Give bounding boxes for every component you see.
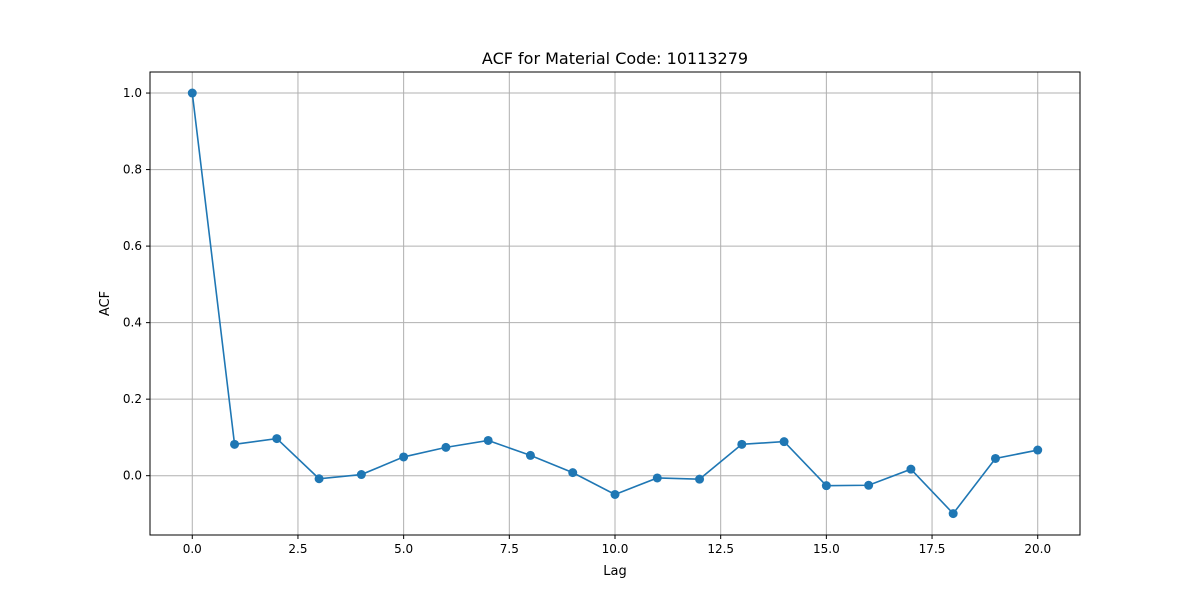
x-tick-label: 10.0 <box>602 542 629 556</box>
x-tick-label: 20.0 <box>1024 542 1051 556</box>
acf-data-point <box>399 452 409 462</box>
acf-data-point <box>610 489 620 499</box>
acf-data-point <box>314 474 324 484</box>
x-tick-label: 15.0 <box>813 542 840 556</box>
y-tick-label: 0.4 <box>123 316 142 330</box>
y-tick-label: 1.0 <box>123 86 142 100</box>
series-layer <box>187 88 1043 519</box>
y-tick-label: 0.6 <box>123 239 142 253</box>
acf-data-point <box>906 464 916 474</box>
x-tick-label: 12.5 <box>707 542 734 556</box>
acf-data-point <box>441 442 451 452</box>
acf-data-point <box>483 435 493 445</box>
acf-data-point <box>187 88 197 98</box>
y-tick-label: 0.2 <box>123 392 142 406</box>
y-axis-label: ACF <box>98 291 113 316</box>
acf-data-point <box>652 473 662 483</box>
chart-title: ACF for Material Code: 10113279 <box>482 49 748 68</box>
tick-layer: 0.0 2.5 5.0 7.5 10.0 12.5 15.0 17.5 20.0 0.0 0.2 0.… <box>123 86 1051 556</box>
acf-data-point <box>230 439 240 449</box>
acf-data-point <box>779 437 789 447</box>
acf-data-point <box>356 470 366 480</box>
y-tick-label: 0.8 <box>123 163 142 177</box>
x-tick-label: 7.5 <box>500 542 519 556</box>
x-axis-label: Lag <box>603 564 626 579</box>
x-tick-label: 5.0 <box>394 542 413 556</box>
x-tick-label: 0.0 <box>183 542 202 556</box>
acf-data-point <box>1033 445 1043 455</box>
grid-layer <box>150 72 1080 535</box>
acf-data-point <box>568 468 578 478</box>
acf-data-point <box>948 509 958 519</box>
x-tick-label: 2.5 <box>288 542 307 556</box>
acf-data-point <box>990 453 1000 463</box>
acf-data-point <box>821 481 831 491</box>
acf-data-point <box>864 480 874 490</box>
acf-data-point <box>737 439 747 449</box>
acf-data-point <box>525 450 535 460</box>
x-tick-label: 17.5 <box>919 542 946 556</box>
acf-data-point <box>272 434 282 444</box>
acf-data-point <box>695 474 705 484</box>
y-tick-label: 0.0 <box>123 469 142 483</box>
